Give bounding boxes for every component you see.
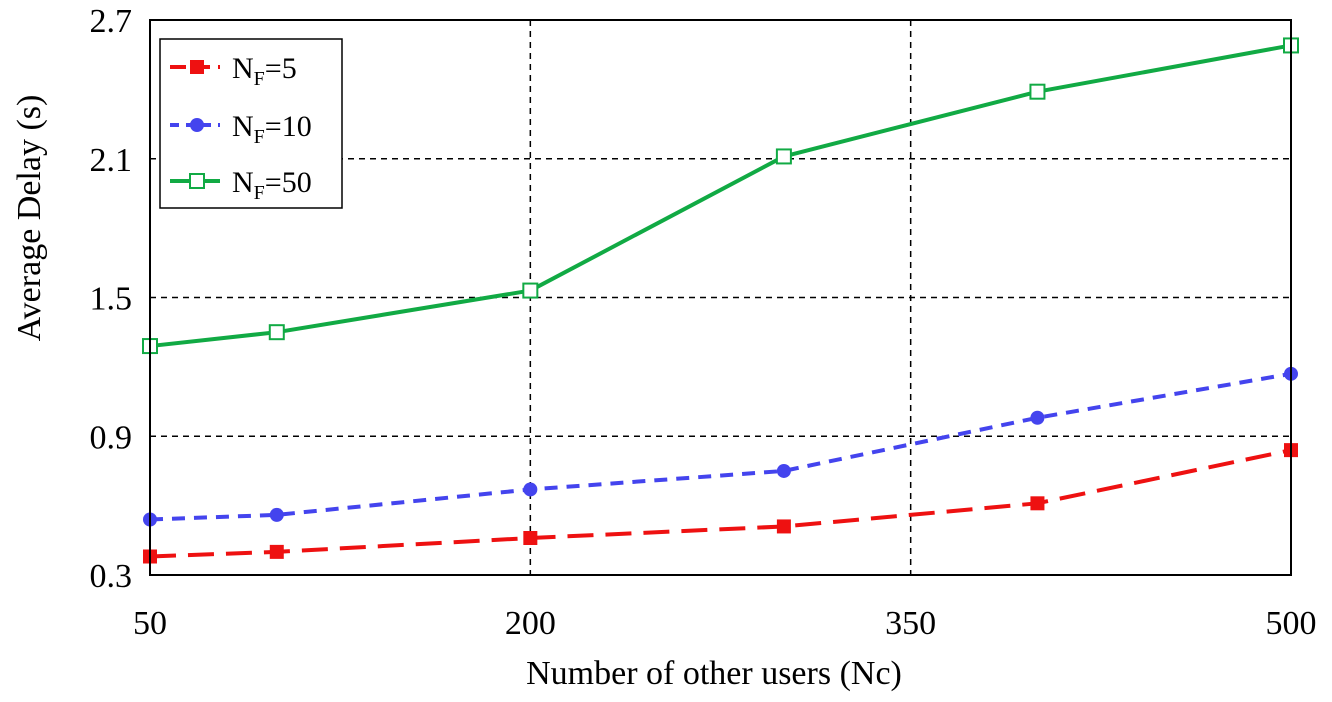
x-axis-title: Number of other users (Nc) (526, 655, 902, 692)
data-point (1030, 496, 1045, 511)
legend-entry: NF=5 (170, 52, 297, 90)
x-tick-label: 200 (505, 605, 556, 642)
y-tick-label: 1.5 (90, 281, 133, 318)
data-point (775, 148, 792, 165)
tick-labels: 50 200 350 500 0.3 0.9 1.5 2.1 2.7 (90, 3, 1317, 642)
series-NF=5 (143, 443, 1298, 564)
data-point (268, 324, 285, 341)
series-line (149, 371, 1292, 522)
data-point (776, 463, 791, 478)
plot-frame (149, 19, 1292, 576)
series-layer (142, 37, 1299, 564)
y-axis-title: Average Delay (s) (11, 95, 48, 342)
legend-marker (190, 60, 204, 74)
y-tick-label: 2.1 (90, 142, 133, 179)
y-tick-label: 0.3 (90, 558, 133, 595)
legend-label: NF=5 (232, 52, 297, 90)
data-point (523, 531, 538, 545)
y-tick-label: 2.7 (90, 3, 133, 40)
data-point (523, 482, 538, 497)
legend-label: NF=50 (232, 166, 312, 204)
series-line (149, 43, 1292, 349)
legend-entry: NF=10 (170, 110, 312, 148)
legend-marker (190, 118, 204, 132)
x-tick-label: 350 (885, 605, 936, 642)
legend-entry: NF=50 (170, 166, 312, 204)
data-point (1030, 410, 1045, 425)
x-tick-label: 500 (1266, 605, 1317, 642)
y-tick-label: 0.9 (90, 419, 133, 456)
data-point (1029, 83, 1046, 100)
data-point (269, 507, 284, 522)
data-point (269, 544, 284, 559)
legend-label: NF=10 (232, 110, 312, 148)
data-point (776, 519, 791, 534)
legend-marker (189, 173, 205, 189)
x-tick-label: 50 (133, 605, 167, 642)
data-point (522, 282, 539, 299)
series-line (149, 448, 1292, 559)
legend: NF=5 NF=10 NF=50 (159, 38, 343, 209)
